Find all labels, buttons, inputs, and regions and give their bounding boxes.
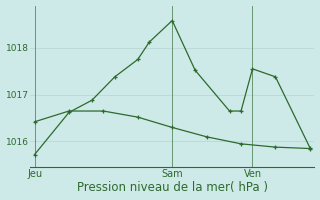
X-axis label: Pression niveau de la mer( hPa ): Pression niveau de la mer( hPa ) bbox=[77, 181, 268, 194]
